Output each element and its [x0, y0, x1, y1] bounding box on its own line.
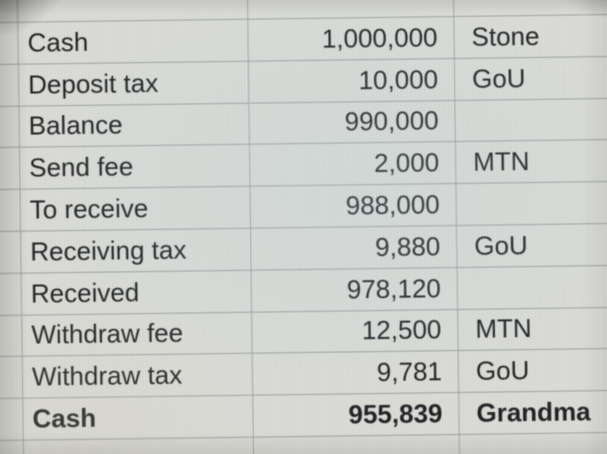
row-gutter-cell: [0, 231, 22, 274]
row-gutter-cell: [0, 0, 19, 23]
amount-cell[interactable]: 9,880: [251, 225, 458, 270]
party-cell[interactable]: GoU: [471, 62, 526, 94]
row-gutter-cell: [0, 148, 21, 190]
row-gutter-cell: [0, 440, 25, 454]
row-gutter-cell: [0, 189, 22, 232]
spreadsheet-cell: [460, 433, 607, 454]
row-gutter-cell: [0, 106, 20, 148]
label-cell[interactable]: Balance: [19, 103, 250, 148]
amount-cell[interactable]: 12,500: [252, 309, 459, 354]
spreadsheet-cell: [23, 437, 255, 454]
row-gutter-cell: [0, 315, 23, 357]
party-cell[interactable]: MTN: [472, 146, 530, 178]
row-gutter-cell: [0, 398, 24, 441]
party-cell[interactable]: GoU: [475, 355, 530, 387]
party-cell[interactable]: MTN: [475, 313, 532, 345]
label-cell[interactable]: Cash: [18, 19, 249, 64]
spreadsheet-cell: [17, 0, 249, 22]
party-cell[interactable]: [455, 98, 607, 141]
amount-cell[interactable]: 978,120: [251, 267, 459, 312]
party-cell[interactable]: [458, 265, 607, 308]
amount-cell[interactable]: 1,000,000: [248, 17, 455, 61]
label-cell[interactable]: Cash: [23, 395, 254, 440]
row-gutter-cell: [0, 357, 24, 399]
amount-cell[interactable]: 10,000: [248, 58, 456, 103]
label-cell[interactable]: To receive: [20, 186, 252, 231]
party-cell[interactable]: [456, 182, 607, 225]
spreadsheet-cell: [247, 0, 455, 19]
label-cell[interactable]: Receiving tax: [21, 228, 252, 273]
label-cell[interactable]: Send fee: [19, 145, 251, 189]
row-gutter-cell: [0, 22, 19, 65]
amount-cell[interactable]: 2,000: [249, 142, 457, 186]
party-cell[interactable]: Stone: [471, 20, 540, 52]
amount-cell[interactable]: 9,781: [252, 351, 460, 395]
row-gutter-cell: [0, 273, 23, 315]
amount-cell[interactable]: 988,000: [250, 184, 457, 228]
spreadsheet-cell: [454, 0, 607, 16]
label-cell[interactable]: Received: [21, 270, 253, 315]
spreadsheet-cell: [253, 434, 461, 454]
amount-cell[interactable]: 990,000: [249, 100, 456, 145]
party-cell[interactable]: Grandma: [476, 396, 591, 428]
party-cell[interactable]: GoU: [474, 229, 528, 261]
label-cell[interactable]: Withdraw fee: [22, 312, 253, 357]
label-cell[interactable]: Deposit tax: [18, 61, 250, 106]
label-cell[interactable]: Withdraw tax: [22, 354, 254, 398]
row-gutter-cell: [0, 64, 20, 106]
amount-cell[interactable]: 955,839: [253, 393, 460, 437]
